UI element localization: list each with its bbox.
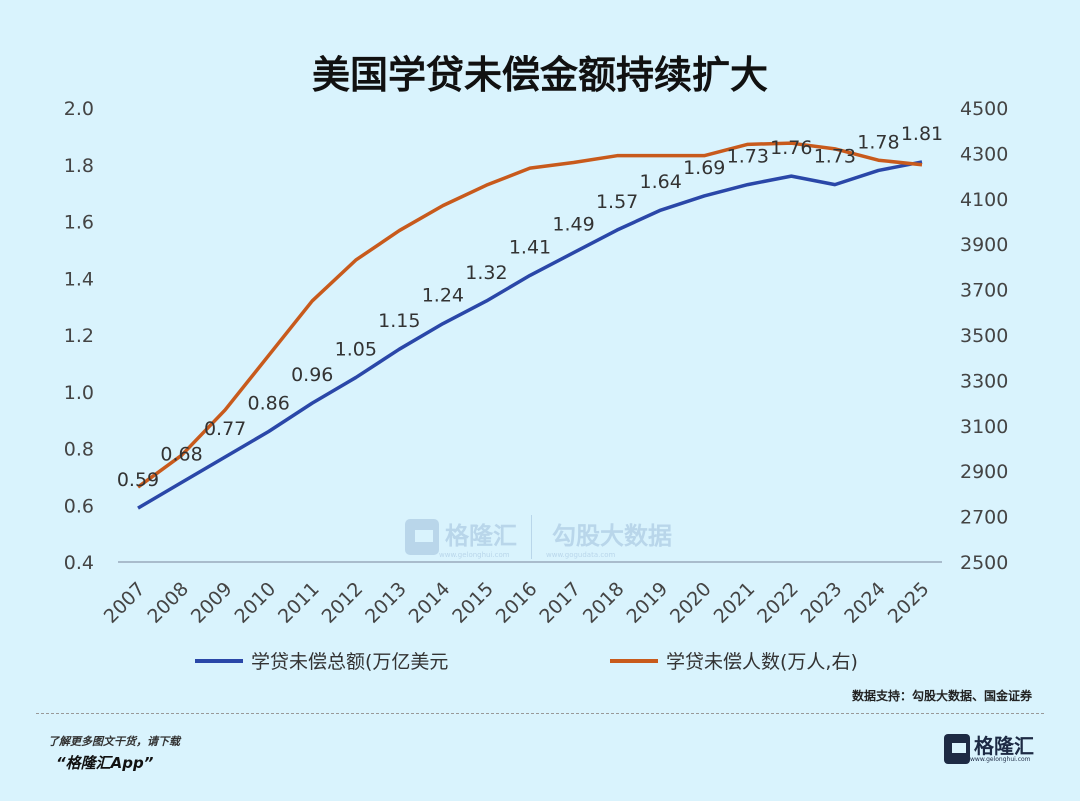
gelonghui-logo: 格隆汇 www.gelonghui.com [944,734,1034,764]
y-right-tick: 2700 [960,507,1008,529]
data-label: 1.81 [901,123,943,145]
data-label: 0.86 [248,392,290,414]
watermark: 格隆汇 www.gelonghui.com 勾股大数据 www.gogudata.c… [405,515,672,559]
gelonghui-logo-icon [405,519,439,555]
x-tick: 2023 [797,578,847,628]
y-right-tick: 3900 [960,234,1008,256]
y-left-tick: 0.8 [64,439,94,461]
x-tick: 2019 [622,578,672,628]
x-tick: 2020 [666,578,716,628]
y-left-tick: 0.6 [64,495,94,517]
y-left-tick: 1.6 [64,212,94,234]
divider [36,713,1044,714]
data-label: 1.24 [422,285,464,307]
data-label: 1.49 [552,214,594,236]
data-label: 0.59 [117,469,159,491]
x-tick: 2008 [143,578,193,628]
watermark-brand1: 格隆汇 [445,521,517,550]
y-right-tick: 4500 [960,98,1008,120]
x-tick: 2007 [100,578,150,628]
x-tick: 2012 [318,578,368,628]
data-label: 1.76 [770,137,812,159]
watermark-brand2: 勾股大数据 [552,521,672,550]
y-left-tick: 1.4 [64,268,94,290]
x-tick: 2009 [187,578,237,628]
y-left-tick: 1.8 [64,155,94,177]
data-label: 1.69 [683,157,725,179]
chart-title: 美国学贷未偿金额持续扩大 [311,53,768,97]
data-label: 0.77 [204,418,246,440]
y-right-tick: 3700 [960,280,1008,302]
data-label: 0.68 [160,444,202,466]
promo-text: 了解更多图文干货，请下载 [48,735,180,748]
y-right-tick: 4100 [960,189,1008,211]
y-right-tick: 3300 [960,370,1008,392]
y-right-tick: 3100 [960,416,1008,438]
promo-app-name: “格隆汇App” [56,754,154,772]
data-label: 1.73 [727,146,769,168]
data-label: 1.78 [857,131,899,153]
legend-label-1: 学贷未偿总额(万亿美元 [251,651,448,673]
y-left-tick: 1.0 [64,382,94,404]
x-tick: 2024 [840,578,890,628]
data-source: 数据支持：勾股大数据、国金证券 [851,689,1032,703]
data-label: 1.57 [596,191,638,213]
line-chart: 0.4 0.6 0.8 1.0 1.2 1.4 1.6 1.8 2.0 2500 2700 2900 3… [64,98,1009,673]
x-tick: 2011 [274,578,324,628]
watermark-divider [531,515,532,559]
x-tick: 2021 [710,578,760,628]
y-left-tick: 1.2 [64,325,94,347]
x-tick: 2022 [753,578,803,628]
watermark-brand2-url: www.gogudata.com [546,550,616,559]
x-tick: 2015 [448,578,498,628]
x-tick: 2017 [535,578,585,628]
x-tick: 2018 [579,578,629,628]
gelonghui-logo-icon [944,734,970,764]
logo-text: 格隆汇 [974,733,1034,758]
data-label: 1.64 [640,171,682,193]
x-tick: 2016 [492,578,542,628]
data-label: 1.05 [335,339,377,361]
data-label: 1.41 [509,236,551,258]
data-label: 1.15 [378,310,420,332]
y-right-tick: 2500 [960,552,1008,574]
logo-url: www.gelonghui.com [970,755,1031,763]
y-right-tick: 4300 [960,143,1008,165]
x-tick: 2013 [361,578,411,628]
series-line-2 [136,141,923,489]
y-left-tick: 2.0 [64,98,94,120]
series-line-1 [137,160,923,510]
legend-label-2: 学贷未偿人数(万人,右) [666,651,858,673]
data-label: 0.96 [291,364,333,386]
x-tick: 2010 [230,578,280,628]
data-label: 1.73 [814,146,856,168]
x-tick: 2025 [884,578,934,628]
data-label: 1.32 [465,262,507,284]
y-right-tick: 3500 [960,325,1008,347]
y-right-tick: 2900 [960,461,1008,483]
x-tick: 2014 [405,578,455,628]
y-left-tick: 0.4 [64,552,94,574]
watermark-brand1-url: www.gelonghui.com [439,550,510,559]
